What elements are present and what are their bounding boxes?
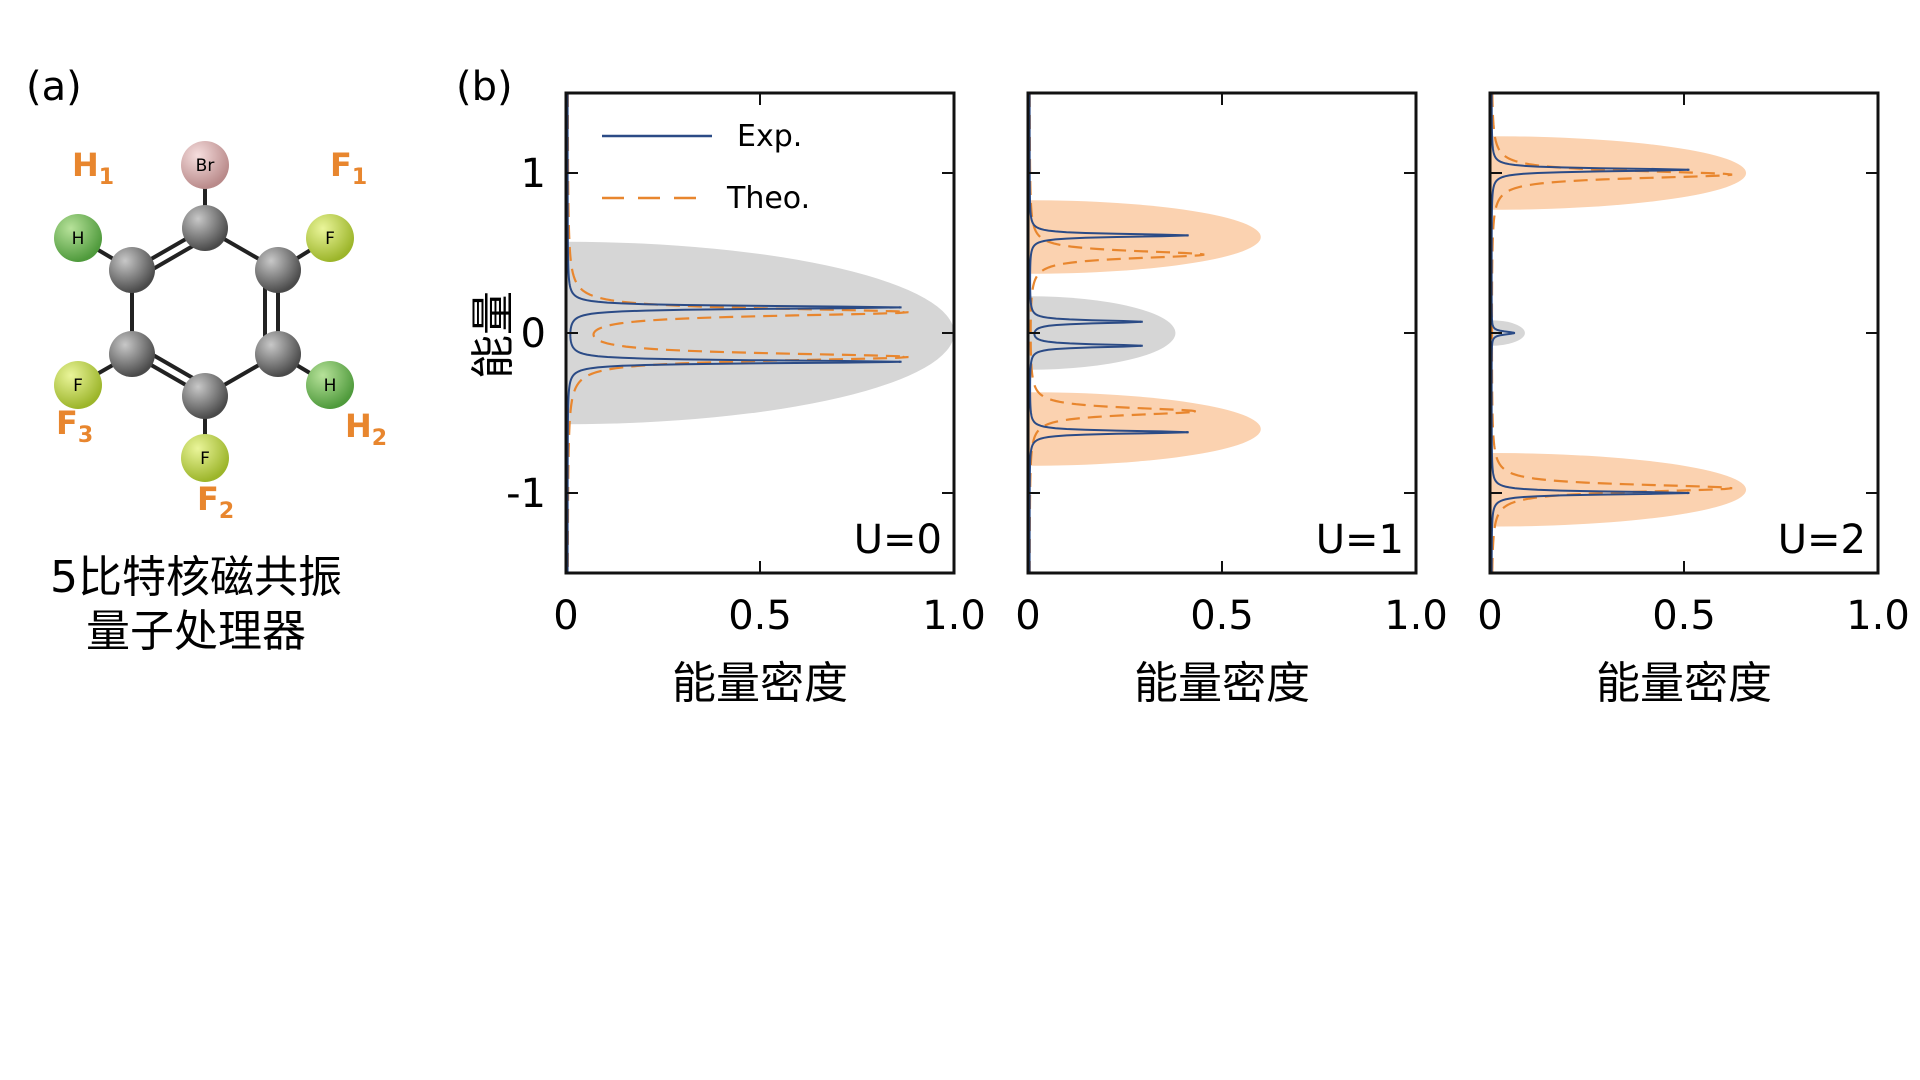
nucleus-label-f1: F1 bbox=[330, 146, 367, 190]
exp-peak-point-3 bbox=[1686, 491, 1690, 495]
legend-exp-label: Exp. bbox=[737, 119, 802, 154]
carbon-atom bbox=[109, 331, 155, 377]
carbon-atom bbox=[109, 247, 155, 293]
x-axis-title: 能量密度 bbox=[1134, 658, 1310, 709]
u-value-label: U=2 bbox=[1778, 517, 1866, 563]
nucleus-f1-sub: 1 bbox=[352, 165, 367, 190]
carbon-atom bbox=[255, 331, 301, 377]
bromine-atom bbox=[181, 141, 229, 189]
chart-panel-2: 0 0.5 1.0 能量密度 U=1 bbox=[1015, 91, 1448, 709]
carbon-atom bbox=[182, 205, 228, 251]
nucleus-h1-sub: 1 bbox=[99, 165, 114, 190]
x-axis-title: 能量密度 bbox=[672, 658, 848, 709]
u-value-label: U=1 bbox=[1316, 517, 1404, 563]
molecule-caption-line1: 5比特核磁共振 bbox=[50, 552, 342, 603]
x-tick-label: 0.5 bbox=[728, 593, 792, 639]
x-tick-label: 0 bbox=[553, 593, 578, 639]
hydrogen-atom-2-label: H bbox=[324, 376, 337, 396]
theo-peak-point-2 bbox=[1193, 410, 1197, 413]
series-exp-curve bbox=[1490, 93, 1690, 573]
fluorine-atom-1-label: F bbox=[325, 229, 335, 249]
exp-peak-point-3 bbox=[1139, 344, 1142, 347]
theo-peak-point-1 bbox=[1729, 173, 1732, 176]
nucleus-h1-main: H bbox=[72, 146, 99, 184]
y-tick-label: -1 bbox=[506, 471, 546, 517]
nucleus-f2-sub: 2 bbox=[219, 499, 234, 524]
molecule: Br H F F H F H1 F1 F3 H2 F2 5比特核磁共振 量子处理… bbox=[50, 141, 387, 657]
plot-area bbox=[1490, 93, 1747, 573]
fluorine-atom-1 bbox=[306, 214, 354, 262]
band-gray-2 bbox=[1490, 320, 1525, 346]
band-orange-3 bbox=[1490, 453, 1747, 527]
band-orange-3 bbox=[1028, 392, 1261, 466]
hydrogen-atom-1-label: H bbox=[72, 229, 85, 249]
panel-b-label: (b) bbox=[456, 64, 513, 110]
exp-peak-point-1 bbox=[898, 306, 901, 309]
fluorine-atom-2 bbox=[181, 434, 229, 482]
theo-peak-point-1 bbox=[902, 311, 905, 314]
nucleus-f3-sub: 3 bbox=[78, 423, 93, 448]
legend-theo-label: Theo. bbox=[726, 181, 810, 216]
bromine-atom-label: Br bbox=[196, 156, 215, 176]
y-tick-label: 0 bbox=[521, 311, 546, 357]
x-tick-label: 0.5 bbox=[1190, 593, 1254, 639]
nucleus-f1-main: F bbox=[330, 146, 352, 184]
theo-peak-point-1 bbox=[1201, 253, 1204, 256]
exp-peak-point-2 bbox=[1512, 331, 1515, 335]
band-gray-2 bbox=[1028, 296, 1176, 370]
x-tick-label: 0.5 bbox=[1652, 593, 1716, 639]
nucleus-label-f2: F2 bbox=[197, 480, 234, 524]
exp-peak-point-1 bbox=[1686, 168, 1690, 171]
exp-peak-point-2 bbox=[1139, 320, 1142, 323]
exp-peak-point-2 bbox=[898, 360, 901, 363]
carbon-atom bbox=[255, 247, 301, 293]
nucleus-f2-main: F bbox=[197, 480, 219, 518]
hydrogen-atom-1 bbox=[54, 214, 102, 262]
y-tick-label: 1 bbox=[521, 151, 546, 197]
x-tick-label: 0 bbox=[1015, 593, 1040, 639]
fluorine-atom-2-label: F bbox=[200, 449, 210, 469]
x-axis-title: 能量密度 bbox=[1596, 658, 1772, 709]
exp-peak-point-4 bbox=[1185, 431, 1189, 434]
fluorine-atom-3-label: F bbox=[73, 376, 83, 396]
charts: 0 0.5 1.0 1 0 -1 能量密度 U=0 能量 Exp. Theo. 0 0.5 1.0 能量密度… bbox=[468, 91, 1910, 709]
hydrogen-atom-2 bbox=[306, 361, 354, 409]
y-axis-title: 能量 bbox=[468, 291, 519, 379]
nucleus-label-h2: H2 bbox=[345, 407, 387, 451]
plot-area bbox=[1028, 93, 1261, 573]
fluorine-atom-3 bbox=[54, 361, 102, 409]
chart-panel-3: 0 0.5 1.0 能量密度 U=2 bbox=[1477, 91, 1910, 709]
theo-peak-point-2 bbox=[1729, 487, 1732, 490]
molecule-caption-line2: 量子处理器 bbox=[86, 606, 306, 657]
x-tick-label: 1.0 bbox=[1384, 593, 1448, 639]
nucleus-label-f3: F3 bbox=[56, 404, 93, 448]
chart-panel-1: 0 0.5 1.0 1 0 -1 能量密度 U=0 能量 Exp. Theo. bbox=[468, 91, 986, 709]
legend: Exp. Theo. bbox=[602, 119, 810, 216]
x-tick-label: 1.0 bbox=[1846, 593, 1910, 639]
carbon-atom bbox=[182, 373, 228, 419]
x-tick-label: 0 bbox=[1477, 593, 1502, 639]
band-orange-1 bbox=[1490, 136, 1747, 210]
x-tick-label: 1.0 bbox=[922, 593, 986, 639]
nucleus-f3-main: F bbox=[56, 404, 78, 442]
nucleus-label-h1: H1 bbox=[72, 146, 114, 190]
nucleus-h2-sub: 2 bbox=[372, 426, 387, 451]
theo-peak-point-2 bbox=[902, 355, 905, 359]
band-gray-1 bbox=[566, 241, 954, 425]
exp-peak-point-1 bbox=[1185, 234, 1189, 237]
panel-a-label: (a) bbox=[26, 64, 82, 110]
nucleus-h2-main: H bbox=[345, 407, 372, 445]
u-value-label: U=0 bbox=[854, 517, 942, 563]
